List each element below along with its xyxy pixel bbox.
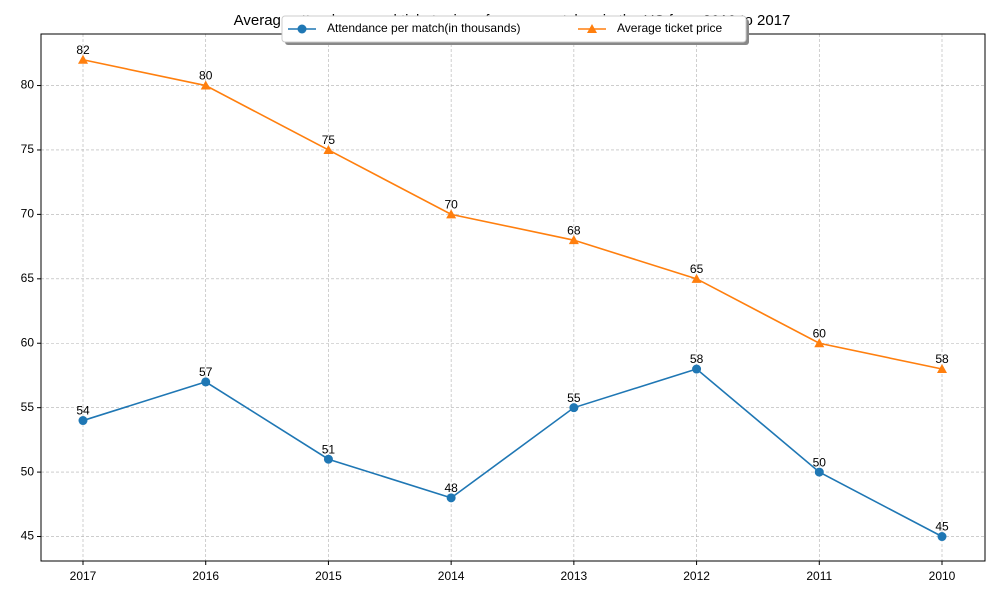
marker: [323, 454, 333, 464]
data-label: 75: [322, 133, 336, 147]
marker: [569, 403, 579, 413]
legend-label: Attendance per match(in thousands): [327, 21, 520, 35]
marker: [297, 24, 307, 34]
x-tick-label: 2014: [438, 569, 465, 583]
data-label: 48: [444, 481, 458, 495]
line: [82, 368, 943, 538]
marker: [692, 364, 702, 374]
marker: [446, 493, 456, 503]
x-tick-label: 2013: [561, 569, 588, 583]
data-label: 80: [199, 69, 213, 83]
marker: [691, 273, 702, 283]
data-label: 45: [935, 520, 949, 534]
marker: [937, 364, 947, 374]
data-label: 54: [76, 404, 90, 418]
data-label: 58: [690, 352, 704, 366]
marker: [814, 467, 824, 477]
x-tick-label: 2012: [683, 569, 710, 583]
y-tick-label: 60: [21, 335, 35, 349]
x-tick-label: 2016: [192, 569, 219, 583]
marker: [446, 209, 457, 219]
legend-label: Average ticket price: [617, 21, 722, 35]
y-tick-label: 70: [21, 207, 35, 221]
legend-box: [281, 15, 747, 43]
x-tick-label: 2015: [315, 569, 342, 583]
marker: [78, 54, 88, 64]
data-label: 55: [567, 391, 581, 405]
y-tick-label: 80: [21, 78, 35, 92]
x-tick-label: 2011: [806, 569, 832, 583]
marker: [200, 80, 211, 90]
marker: [568, 235, 579, 245]
y-tick-label: 75: [21, 142, 35, 156]
data-label: 51: [322, 442, 336, 456]
data-label: 70: [444, 198, 458, 212]
data-label: 68: [567, 223, 581, 237]
marker: [814, 338, 825, 348]
y-tick-label: 45: [21, 529, 35, 543]
data-label: 50: [813, 455, 827, 469]
data-label: 60: [813, 326, 827, 340]
data-label: 82: [76, 43, 90, 57]
line: [82, 58, 943, 370]
marker: [937, 532, 947, 542]
marker: [587, 24, 597, 33]
x-tick-label: 2010: [929, 569, 956, 583]
marker: [201, 377, 211, 387]
y-tick-label: 65: [21, 271, 35, 285]
marker: [78, 416, 88, 426]
data-label: 58: [935, 352, 949, 366]
y-tick-label: 55: [21, 400, 35, 414]
marker: [323, 144, 334, 154]
plot-frame: [40, 33, 986, 562]
x-tick-label: 2017: [70, 569, 97, 583]
data-label: 65: [690, 262, 704, 276]
legend: Attendance per match(in thousands) Averag…: [281, 15, 749, 45]
data-label: 57: [199, 365, 213, 379]
y-tick-label: 50: [21, 464, 35, 478]
